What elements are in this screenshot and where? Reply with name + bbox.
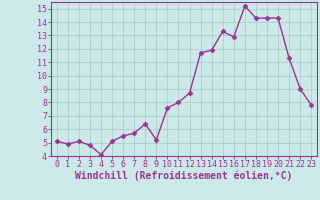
X-axis label: Windchill (Refroidissement éolien,°C): Windchill (Refroidissement éolien,°C) xyxy=(75,171,293,181)
